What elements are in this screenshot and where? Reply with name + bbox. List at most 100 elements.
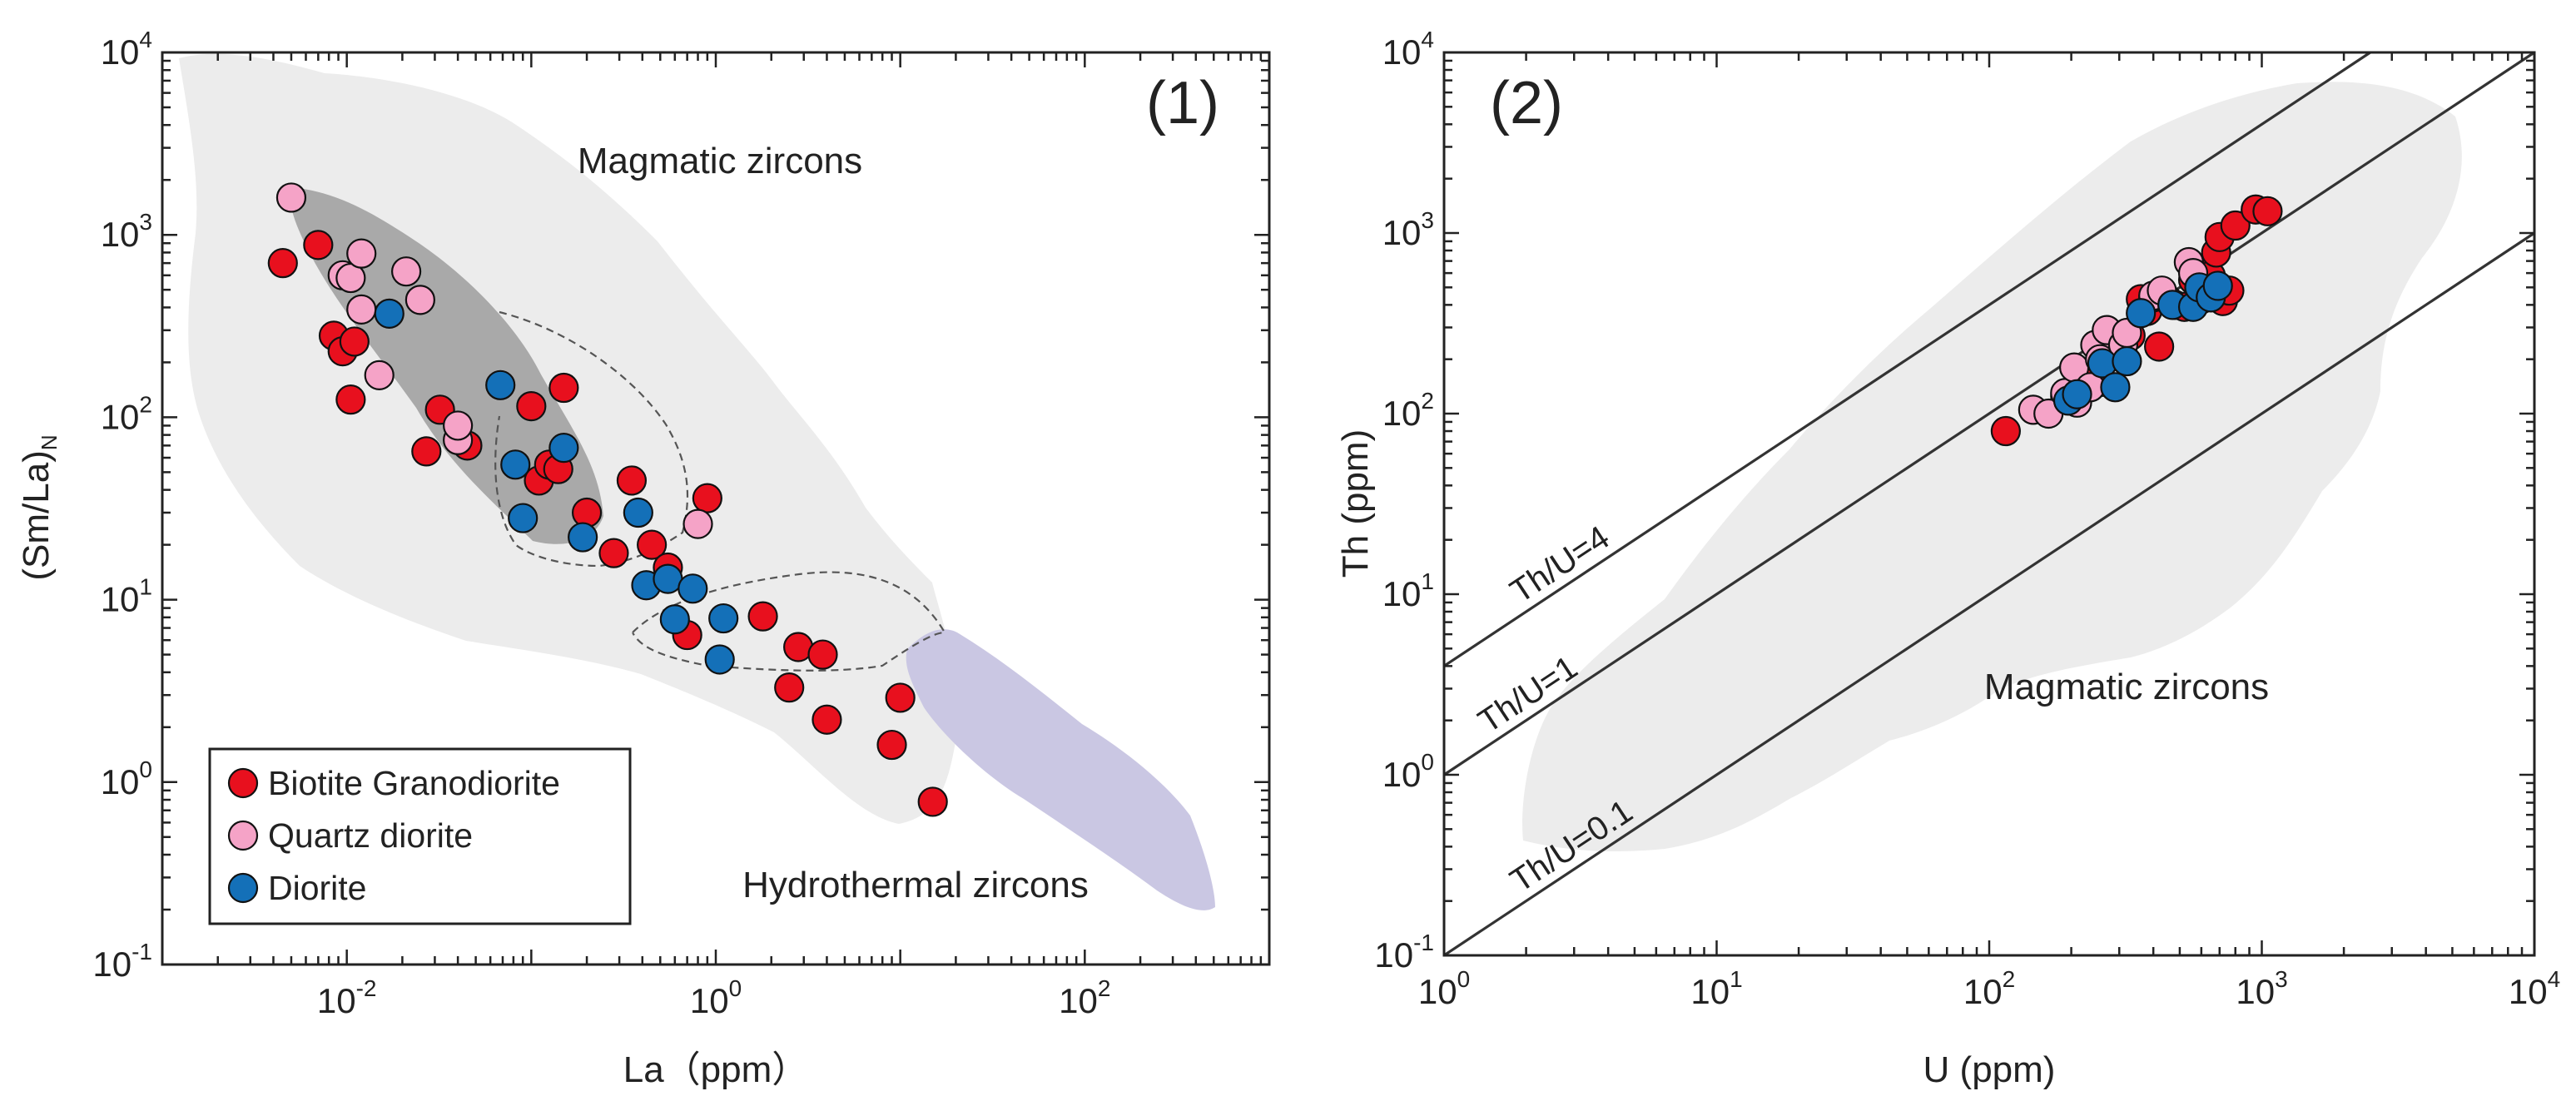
y-tick-exp: 1 — [1421, 568, 1434, 594]
y-tick-label: 102 — [1382, 388, 1434, 433]
y-tick-exp: 4 — [139, 27, 152, 52]
hydrothermal-zircons-label: Hydrothermal zircons — [742, 865, 1089, 905]
y-tick-base: 10 — [101, 397, 140, 436]
panel-1-y-axis-label: (Sm/La)N — [16, 434, 62, 580]
y-tick-base: 10 — [101, 580, 140, 619]
panel-1-points — [267, 182, 948, 817]
y-tick-base: 10 — [1374, 935, 1413, 975]
biotite-point — [917, 786, 948, 817]
diorite-point — [374, 298, 405, 329]
panel-1-label: (1) — [1146, 70, 1219, 136]
y-tick-exp: -1 — [132, 939, 152, 965]
biotite-point — [747, 601, 778, 632]
y-tick-base: 10 — [1382, 394, 1422, 433]
diorite-point — [708, 603, 739, 634]
x-tick-label: 103 — [2236, 966, 2287, 1011]
y-tick-base: 10 — [92, 945, 132, 984]
legend-marker-biotite — [227, 767, 259, 799]
y-tick-base: 10 — [1382, 213, 1422, 252]
x-tick-base: 10 — [2236, 972, 2275, 1011]
quartz-point — [390, 256, 422, 287]
legend: Biotite Granodiorite Quartz diorite Dior… — [208, 747, 632, 925]
biotite-point — [516, 390, 547, 422]
biotite-point — [411, 436, 442, 467]
y-tick-base: 10 — [101, 215, 140, 254]
ratio-line — [1443, 51, 2371, 667]
y-tick-base: 10 — [1382, 755, 1422, 794]
x-tick-label: 102 — [1059, 975, 1110, 1020]
panel-2-frame — [1442, 51, 2536, 957]
panel-1-x-axis-label: La（ppm） — [623, 1049, 809, 1090]
y-tick-exp: 3 — [139, 209, 152, 235]
x-tick-label: 100 — [1418, 966, 1470, 1011]
quartz-point — [682, 508, 713, 539]
quartz-point — [364, 360, 395, 390]
panel-2-x-axis-label: U (ppm) — [1923, 1049, 2056, 1090]
quartz-point — [346, 238, 377, 269]
y-tick-base: 10 — [101, 762, 140, 801]
legend-marker-quartz — [227, 820, 259, 851]
biotite-point — [692, 483, 722, 513]
y-tick-label: 100 — [101, 756, 152, 801]
magmatic-field-2 — [1522, 82, 2462, 851]
magmatic-zircons-label-1: Magmatic zircons — [578, 141, 862, 181]
y-tick-label: 104 — [1382, 27, 1434, 72]
y-tick-label: 101 — [1382, 568, 1434, 613]
quartz-point — [443, 410, 474, 441]
y-tick-label: 10-1 — [1374, 930, 1434, 975]
x-tick-exp: -2 — [356, 975, 377, 1001]
y-tick-exp: 2 — [139, 391, 152, 417]
biotite-point — [876, 729, 907, 761]
biotite-point — [267, 248, 298, 279]
legend-label-diorite: Diorite — [268, 869, 366, 907]
ratio-line — [1443, 51, 2535, 776]
y-tick-label: 10-1 — [92, 939, 152, 984]
diorite-point — [659, 604, 690, 635]
biotite-point — [571, 497, 603, 528]
diorite-point — [508, 503, 539, 533]
panel-1-frame — [161, 51, 1271, 966]
x-tick-label: 100 — [690, 975, 742, 1020]
diorite-point — [500, 449, 531, 480]
y-tick-exp: 1 — [139, 574, 152, 600]
panel-2-y-axis-label: Th (ppm) — [1335, 429, 1376, 578]
diorite-point — [2202, 270, 2233, 301]
x-tick-exp: 3 — [2275, 966, 2288, 992]
hydrothermal-field — [906, 629, 1215, 910]
y-tick-label: 101 — [101, 574, 152, 619]
diorite-point — [2126, 298, 2157, 329]
legend-marker-diorite — [227, 872, 259, 904]
legend-label-biotite: Biotite Granodiorite — [268, 764, 560, 802]
biotite-point — [637, 529, 668, 560]
x-tick-base: 10 — [1059, 981, 1098, 1020]
x-tick-label: 101 — [1690, 966, 1742, 1011]
panel-1-ticks — [161, 52, 1271, 966]
biotite-point — [303, 230, 334, 260]
quartz-point — [346, 294, 377, 325]
y-tick-label: 103 — [101, 209, 152, 254]
x-tick-exp: 2 — [1098, 975, 1111, 1001]
y-tick-base: 10 — [1382, 574, 1422, 613]
x-tick-base: 10 — [317, 981, 356, 1020]
biotite-point — [807, 639, 838, 670]
diorite-point — [485, 369, 516, 400]
y-tick-exp: 3 — [1421, 207, 1434, 233]
y-tick-label: 100 — [1382, 749, 1434, 794]
quartz-point — [405, 285, 435, 315]
y-tick-base: 10 — [101, 32, 140, 72]
x-tick-base: 10 — [1963, 972, 2003, 1011]
panel-2-chart: Th/U=4Th/U=1Th/U=0.1 100 101 102 103 10410-1… — [1335, 27, 2560, 1090]
x-tick-label: 102 — [1963, 966, 2015, 1011]
biotite-point — [2252, 196, 2283, 226]
diorite-point — [678, 573, 708, 604]
diorite-point — [704, 644, 735, 675]
diorite-point — [2062, 379, 2092, 409]
biotite-point — [339, 326, 370, 357]
biotite-point — [2144, 331, 2175, 362]
x-tick-exp: 2 — [2003, 966, 2016, 992]
y-tick-exp: 0 — [1421, 749, 1434, 775]
biotite-point — [548, 372, 579, 404]
